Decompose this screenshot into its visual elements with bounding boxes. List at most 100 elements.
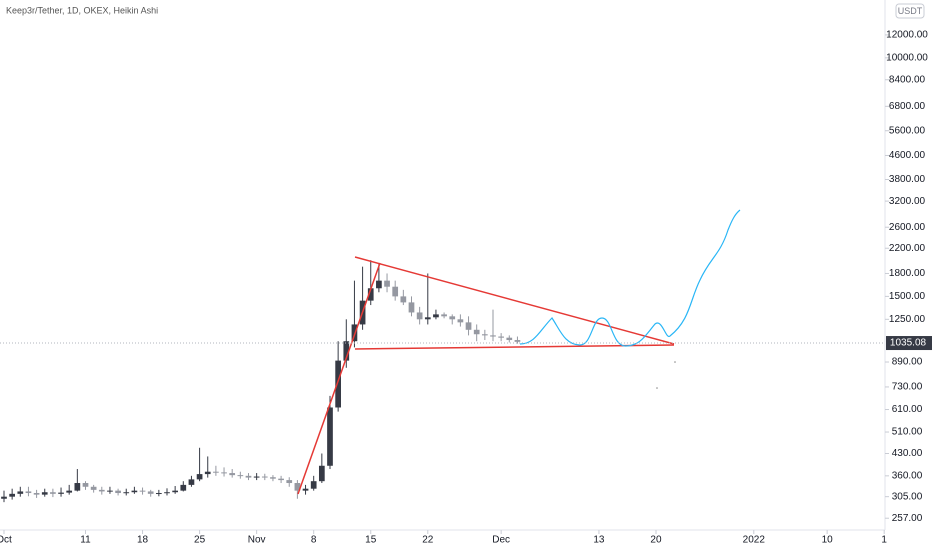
candle-body xyxy=(465,322,472,330)
candle-body xyxy=(98,489,105,492)
currency-label: USDT xyxy=(898,6,923,16)
x-tick-label: 22 xyxy=(422,535,434,546)
candle-body xyxy=(261,476,268,478)
candle-body xyxy=(164,492,170,494)
candle-body xyxy=(155,493,162,495)
candle-body xyxy=(481,334,488,336)
y-tick-label: 360.00 xyxy=(892,470,923,481)
candle-body xyxy=(213,471,219,473)
candle-body xyxy=(180,484,187,491)
candle-body xyxy=(367,288,374,301)
candle-body xyxy=(318,465,325,482)
candle-body xyxy=(115,490,121,494)
last-price-label: 1035.08 xyxy=(890,338,927,349)
candle-body xyxy=(172,490,178,493)
currency-badge[interactable] xyxy=(895,3,925,19)
candle-body xyxy=(74,483,81,491)
x-tick-label: Nov xyxy=(248,535,266,546)
x-tick-label: Dec xyxy=(492,535,510,546)
y-tick-label: 1800.00 xyxy=(889,268,926,279)
candle-body xyxy=(506,337,513,341)
candle-body xyxy=(343,341,350,361)
y-tick-label: 3800.00 xyxy=(889,174,926,185)
candle-body xyxy=(384,280,390,287)
y-tick-label: 3200.00 xyxy=(889,196,926,207)
candle-body xyxy=(107,490,113,492)
projection-curve xyxy=(519,209,741,347)
y-tick-label: 305.00 xyxy=(892,491,923,502)
x-tick-label: 13 xyxy=(593,535,605,546)
candle-body xyxy=(188,479,195,485)
trend-line xyxy=(354,344,675,350)
candle-body xyxy=(490,335,496,337)
x-tick-label: 25 xyxy=(194,535,206,546)
candle-body xyxy=(310,481,317,489)
x-tick-label: 18 xyxy=(137,535,149,546)
candle-body xyxy=(123,492,130,494)
y-tick-label: 430.00 xyxy=(892,448,923,459)
candle-body xyxy=(424,317,431,320)
candle-body xyxy=(237,475,244,477)
candle-body xyxy=(286,480,293,484)
candle-body xyxy=(498,336,504,338)
candle-body xyxy=(416,312,423,320)
candle-body xyxy=(66,490,73,493)
last-price-tag xyxy=(886,336,932,351)
y-tick-label: 2200.00 xyxy=(889,243,926,254)
y-tick-label: 1250.00 xyxy=(889,314,926,325)
candle-body xyxy=(294,483,301,491)
candle-body xyxy=(408,302,415,313)
dot xyxy=(656,387,658,389)
x-tick-label: 10 xyxy=(822,535,834,546)
candle-body xyxy=(139,490,146,492)
y-tick-label: 10000.00 xyxy=(886,52,928,63)
candle-body xyxy=(457,319,464,323)
candle-body xyxy=(25,491,32,494)
candle-body xyxy=(245,475,252,478)
dot xyxy=(674,361,676,363)
y-tick-label: 12000.00 xyxy=(886,30,928,41)
candle-body xyxy=(33,493,40,495)
y-tick-label: 730.00 xyxy=(892,382,923,393)
y-tick-label: 610.00 xyxy=(892,404,923,415)
candle-body xyxy=(473,329,480,335)
candle-body xyxy=(433,314,439,318)
candle-body xyxy=(514,340,521,342)
drawings xyxy=(297,209,741,495)
candle-body xyxy=(449,316,456,320)
y-tick-label: 4600.00 xyxy=(889,150,926,161)
candle-body xyxy=(1,496,7,499)
trend-line xyxy=(354,256,675,345)
candle-body xyxy=(253,476,260,478)
x-tick-label: 15 xyxy=(365,535,377,546)
x-tick-label: 8 xyxy=(311,535,317,546)
y-tick-label: 2600.00 xyxy=(889,222,926,233)
candle-body xyxy=(229,473,236,476)
candle-body xyxy=(9,493,15,497)
candle-body xyxy=(376,280,382,289)
x-tick-label: 20 xyxy=(650,535,662,546)
candle-body xyxy=(400,296,407,303)
trend-line xyxy=(297,262,381,495)
candle-body xyxy=(41,492,48,495)
y-tick-label: 257.00 xyxy=(892,513,923,524)
candle-body xyxy=(90,486,97,490)
x-tick-label: 1 xyxy=(881,535,887,546)
candle-body xyxy=(147,491,154,494)
candle-body xyxy=(441,314,447,317)
candle-body xyxy=(335,360,341,408)
candle-body xyxy=(50,492,56,494)
candle-body xyxy=(58,492,64,494)
candle-body xyxy=(278,478,284,481)
y-tick-label: 6800.00 xyxy=(889,101,926,112)
candle-body xyxy=(82,483,89,487)
x-tick-label: 2022 xyxy=(743,535,766,546)
y-tick-label: 890.00 xyxy=(892,357,923,368)
y-tick-label: 8400.00 xyxy=(889,74,926,85)
y-tick-label: 5600.00 xyxy=(889,125,926,136)
candle-body xyxy=(204,471,211,475)
candle-body xyxy=(221,472,227,474)
candle-body xyxy=(302,488,309,491)
